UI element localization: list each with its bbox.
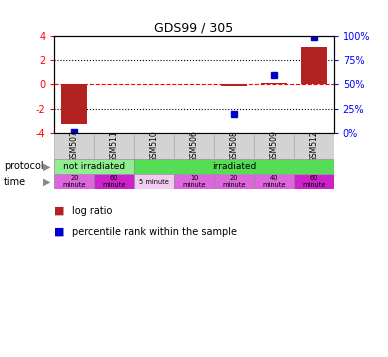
Text: GSM509: GSM509 <box>269 130 278 162</box>
Bar <box>294 133 334 159</box>
Bar <box>301 47 327 84</box>
Text: GSM506: GSM506 <box>189 130 199 162</box>
Bar <box>174 174 214 189</box>
Bar <box>214 133 254 159</box>
Text: not irradiated: not irradiated <box>63 162 125 171</box>
Bar <box>54 159 134 174</box>
Text: 20
minute: 20 minute <box>62 175 86 188</box>
Bar <box>134 159 334 174</box>
Text: GSM510: GSM510 <box>150 130 159 162</box>
Text: irradiated: irradiated <box>212 162 256 171</box>
Text: 10
minute: 10 minute <box>182 175 206 188</box>
Text: percentile rank within the sample: percentile rank within the sample <box>72 227 237 237</box>
Bar <box>134 133 174 159</box>
Text: ▶: ▶ <box>43 177 50 187</box>
Text: 60
minute: 60 minute <box>102 175 126 188</box>
Text: GSM512: GSM512 <box>309 130 318 162</box>
Bar <box>221 84 247 86</box>
Bar <box>134 174 174 189</box>
Bar <box>214 174 254 189</box>
Text: 40
minute: 40 minute <box>262 175 286 188</box>
Text: GSM511: GSM511 <box>110 130 119 162</box>
Bar <box>54 133 94 159</box>
Text: 60
minute: 60 minute <box>302 175 326 188</box>
Text: protocol: protocol <box>4 161 43 171</box>
Text: 5 minute: 5 minute <box>139 178 169 185</box>
Text: GSM508: GSM508 <box>229 130 238 162</box>
Text: GSM507: GSM507 <box>70 130 79 162</box>
Text: ■: ■ <box>54 206 65 216</box>
Bar <box>61 84 87 125</box>
Bar <box>254 133 294 159</box>
Text: 20
minute: 20 minute <box>222 175 246 188</box>
Bar <box>94 133 134 159</box>
Bar <box>94 174 134 189</box>
Text: ■: ■ <box>54 227 65 237</box>
Bar <box>174 133 214 159</box>
Text: time: time <box>4 177 26 187</box>
Bar <box>54 174 94 189</box>
Title: GDS99 / 305: GDS99 / 305 <box>154 21 234 35</box>
Bar <box>261 83 287 84</box>
Bar <box>294 174 334 189</box>
Text: ▶: ▶ <box>43 161 50 171</box>
Bar <box>254 174 294 189</box>
Text: log ratio: log ratio <box>72 206 112 216</box>
